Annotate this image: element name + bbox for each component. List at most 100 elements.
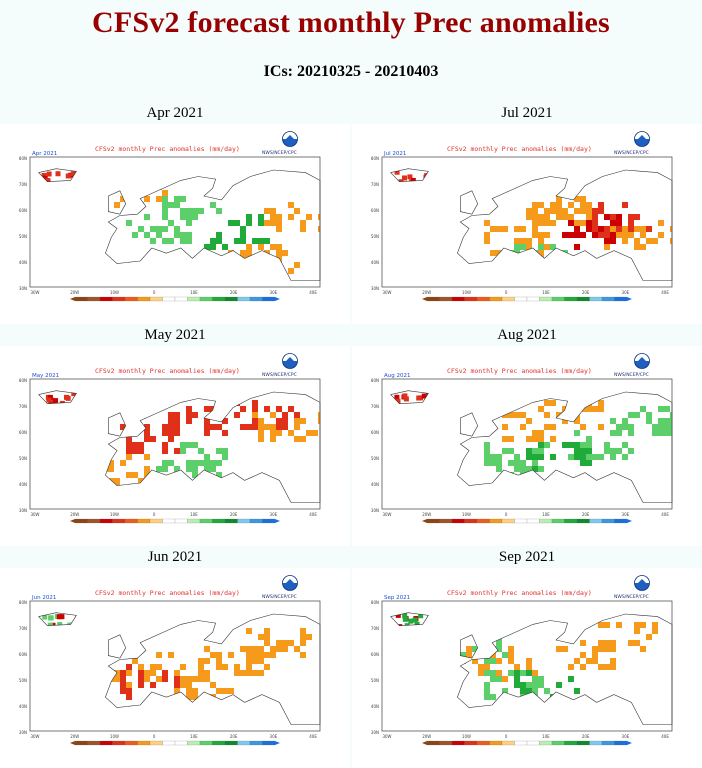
lon-tick-label: 10W	[110, 734, 119, 739]
lon-tick-label: 0	[153, 512, 156, 517]
lat-tick-label: 80N	[19, 378, 27, 383]
noaa-logo-icon	[634, 575, 650, 591]
forecast-panel: May 2021 CFSv2 monthly Prec anomalies (mm…	[0, 324, 350, 546]
lat-tick-label: 30N	[19, 730, 27, 735]
lat-tick-label: 50N	[19, 234, 27, 239]
lon-tick-label: 0	[505, 290, 508, 295]
lon-tick-label: 30E	[622, 512, 630, 517]
panel-month-label: Sep 2021	[498, 549, 556, 565]
lon-tick-label: 10E	[542, 512, 550, 517]
colorbar	[70, 296, 280, 302]
lon-tick-label: 30E	[622, 290, 630, 295]
map-month-label: Jun 2021	[31, 595, 56, 601]
lon-tick-label: 30W	[30, 290, 39, 295]
map-frame	[29, 378, 321, 510]
anomaly-map-svg: CFSv2 monthly Prec anomalies (mm/day) Aug…	[371, 353, 673, 524]
panel-month-label: Apr 2021	[146, 105, 204, 121]
anomaly-map: CFSv2 monthly Prec anomalies (mm/day) Jun…	[0, 568, 350, 768]
noaa-logo-icon	[634, 353, 650, 369]
lon-tick-label: 30W	[382, 512, 391, 517]
lon-tick-label: 10E	[190, 734, 198, 739]
credit-label: NWS/NCEP/CPC	[262, 594, 297, 600]
lon-tick-label: 10W	[462, 290, 471, 295]
lon-tick-label: 20E	[230, 512, 238, 517]
lon-tick-label: 30E	[270, 734, 278, 739]
panel-month-label: Jul 2021	[501, 105, 553, 121]
lon-tick-label: 40E	[661, 734, 669, 739]
colorbar	[70, 518, 280, 524]
lon-tick-label: 40E	[309, 734, 317, 739]
lon-tick-label: 0	[153, 734, 156, 739]
lon-tick-label: 20W	[422, 512, 431, 517]
lat-tick-label: 80N	[371, 600, 379, 605]
lon-tick-label: 0	[505, 512, 508, 517]
lon-tick-label: 40E	[661, 290, 669, 295]
lat-tick-label: 30N	[19, 286, 27, 291]
map-title: CFSv2 monthly Prec anomalies (mm/day)	[447, 367, 592, 375]
colorbar	[422, 296, 632, 302]
lat-tick-label: 30N	[19, 508, 27, 513]
lon-tick-label: 10E	[190, 512, 198, 517]
lon-tick-label: 30W	[382, 734, 391, 739]
lon-tick-label: 20E	[582, 290, 590, 295]
lat-tick-label: 70N	[19, 404, 27, 409]
forecast-panel: Apr 2021 CFSv2 monthly Prec anomalies (mm…	[0, 102, 350, 324]
lat-tick-label: 60N	[19, 430, 27, 435]
map-month-label: Aug 2021	[384, 373, 411, 379]
lat-tick-label: 30N	[371, 286, 379, 291]
credit-label: NWS/NCEP/CPC	[614, 150, 649, 156]
noaa-logo-icon	[282, 575, 298, 591]
lon-tick-label: 30W	[382, 290, 391, 295]
credit-label: NWS/NCEP/CPC	[262, 372, 297, 378]
colorbar	[70, 740, 280, 746]
lon-tick-label: 40E	[309, 290, 317, 295]
lon-tick-label: 30W	[30, 734, 39, 739]
lat-tick-label: 70N	[19, 182, 27, 187]
lon-tick-label: 10E	[190, 290, 198, 295]
lon-tick-label: 10W	[462, 734, 471, 739]
lat-tick-label: 60N	[19, 652, 27, 657]
anomaly-map-svg: CFSv2 monthly Prec anomalies (mm/day) May…	[19, 353, 321, 524]
lon-tick-label: 20E	[582, 734, 590, 739]
lat-tick-label: 40N	[371, 260, 379, 265]
lat-tick-label: 80N	[19, 156, 27, 161]
panel-month-label: May 2021	[144, 327, 206, 343]
anomaly-map-svg: CFSv2 monthly Prec anomalies (mm/day) Jun…	[19, 575, 321, 746]
anomaly-map-svg: CFSv2 monthly Prec anomalies (mm/day) Sep…	[371, 575, 673, 746]
lat-tick-label: 40N	[371, 704, 379, 709]
lat-tick-label: 50N	[19, 678, 27, 683]
lat-tick-label: 80N	[371, 378, 379, 383]
lon-tick-label: 20W	[422, 290, 431, 295]
map-title: CFSv2 monthly Prec anomalies (mm/day)	[95, 145, 240, 153]
map-month-label: Apr 2021	[32, 151, 57, 157]
lon-tick-label: 30E	[622, 734, 630, 739]
lat-tick-label: 50N	[371, 678, 379, 683]
anomaly-map: CFSv2 monthly Prec anomalies (mm/day) Aug…	[352, 346, 702, 546]
lon-tick-label: 20W	[70, 734, 79, 739]
map-month-label: Sep 2021	[384, 595, 410, 601]
lon-tick-label: 10W	[110, 290, 119, 295]
credit-label: NWS/NCEP/CPC	[262, 150, 297, 156]
lon-tick-label: 10W	[110, 512, 119, 517]
map-frame	[29, 600, 321, 732]
map-title: CFSv2 monthly Prec anomalies (mm/day)	[447, 145, 592, 153]
lon-tick-label: 20W	[422, 734, 431, 739]
lat-tick-label: 60N	[371, 652, 379, 657]
noaa-logo-icon	[282, 131, 298, 147]
forecast-panel: Jul 2021 CFSv2 monthly Prec anomalies (mm…	[352, 102, 702, 324]
lat-tick-label: 70N	[371, 182, 379, 187]
noaa-logo-icon	[634, 131, 650, 147]
map-month-label: Jul 2021	[383, 151, 406, 157]
anomaly-cells	[394, 169, 673, 274]
page-title: CFSv2 forecast monthly Prec anomalies	[92, 6, 610, 39]
credit-label: NWS/NCEP/CPC	[614, 372, 649, 378]
lat-tick-label: 30N	[371, 730, 379, 735]
lat-tick-label: 60N	[371, 430, 379, 435]
panel-month-label: Jun 2021	[147, 549, 203, 565]
lon-tick-label: 20W	[70, 512, 79, 517]
lat-tick-label: 40N	[371, 482, 379, 487]
page-subtitle: ICs: 20210325 - 20210403	[263, 63, 439, 80]
map-title: CFSv2 monthly Prec anomalies (mm/day)	[95, 367, 240, 375]
map-frame	[381, 378, 673, 510]
map-frame	[381, 156, 673, 288]
